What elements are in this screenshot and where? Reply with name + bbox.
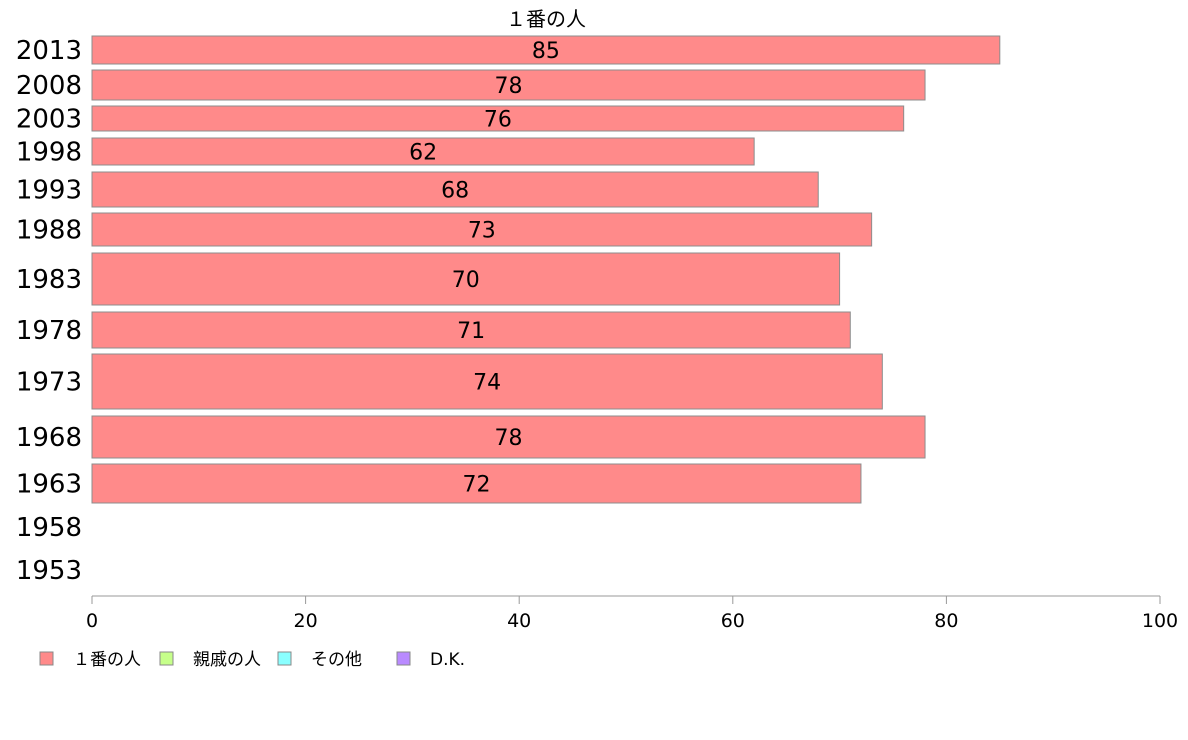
y-tick-label-1978: 1978 [16,316,82,346]
data-label-2013: 85 [532,39,560,64]
data-label-1968: 78 [495,426,523,451]
x-tick-label-80: 80 [934,610,958,632]
y-tick-label-2008: 2008 [16,71,82,101]
legend-label-2: 親戚の人 [193,650,261,670]
bar-2013 [91,35,1001,65]
y-tick-label-1983: 1983 [16,265,82,295]
y-tick-label-2013: 2013 [16,36,82,66]
data-label-1983: 70 [452,268,480,293]
legend-label-1: １番の人 [73,650,141,670]
x-axis: 0 20 40 60 80 100 [86,595,1178,632]
chart-title: １番の人 [506,7,586,31]
y-tick-label-1993: 1993 [16,176,82,206]
legend-swatch-2 [159,651,174,666]
y-tick-label-1973: 1973 [16,368,82,398]
bar-2003 [91,105,905,132]
data-label-1963: 72 [462,473,490,498]
x-tick-label-0: 0 [86,610,98,632]
data-label-1988: 73 [468,219,496,244]
bar-1978 [91,311,851,349]
y-tick-label-1953: 1953 [16,556,82,586]
y-tick-label-1963: 1963 [16,470,82,500]
bar-1988 [91,212,873,247]
x-tick-label-20: 20 [294,610,318,632]
data-label-2003: 76 [484,108,512,133]
bar-1983 [91,252,841,306]
x-tick-label-100: 100 [1142,610,1178,632]
x-tick-label-40: 40 [507,610,531,632]
legend-label-3: その他 [311,650,362,670]
legend-label-4: D.K. [430,650,465,670]
data-label-1978: 71 [457,319,485,344]
legend: １番の人 親戚の人 その他 D.K. [39,650,465,670]
y-tick-label-1968: 1968 [16,423,82,453]
legend-swatch-4 [396,651,411,666]
y-tick-label-1998: 1998 [16,138,82,168]
data-label-1998: 62 [409,141,437,166]
data-label-2008: 78 [495,74,523,99]
x-tick-label-60: 60 [721,610,745,632]
bar-2008 [91,69,926,101]
y-tick-label-1988: 1988 [16,216,82,246]
legend-swatch-1 [39,651,54,666]
data-label-1993: 68 [441,179,469,204]
y-tick-label-1958: 1958 [16,513,82,543]
bar-1993 [91,171,819,208]
bar-1963 [91,463,862,504]
y-tick-label-2003: 2003 [16,105,82,135]
bar-1973 [91,353,883,410]
bar-1968 [91,415,926,459]
data-label-1973: 74 [473,371,501,396]
legend-swatch-3 [277,651,292,666]
bar-1998 [91,137,755,166]
